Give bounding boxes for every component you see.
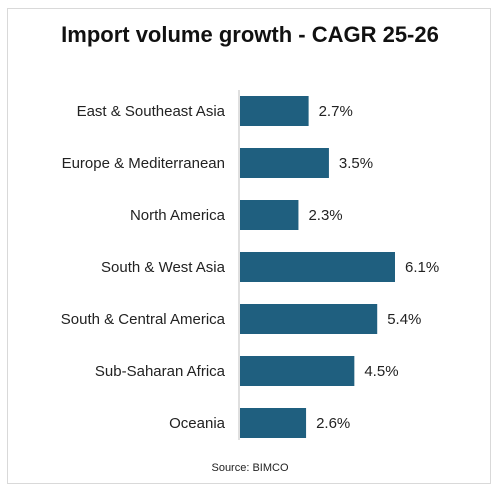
value-label: 2.6%	[316, 415, 350, 432]
bar	[240, 252, 395, 282]
category-label: Europe & Mediterranean	[62, 155, 225, 172]
bar	[240, 200, 299, 230]
chart-title: Import volume growth - CAGR 25-26	[61, 22, 439, 47]
bar	[240, 356, 355, 386]
chart-frame	[7, 8, 491, 484]
value-label: 2.3%	[308, 207, 342, 224]
value-label: 4.5%	[364, 363, 398, 380]
category-label: South & Central America	[61, 311, 226, 328]
bar	[240, 96, 309, 126]
category-label: Sub-Saharan Africa	[95, 363, 226, 380]
value-label: 2.7%	[319, 103, 353, 120]
category-label: Oceania	[169, 415, 226, 432]
value-label: 5.4%	[387, 311, 421, 328]
category-label: South & West Asia	[101, 259, 226, 276]
bar	[240, 148, 329, 178]
category-label: North America	[130, 207, 226, 224]
value-label: 3.5%	[339, 155, 373, 172]
bar	[240, 408, 307, 438]
bar	[240, 304, 378, 334]
value-label: 6.1%	[405, 259, 439, 276]
category-label: East & Southeast Asia	[77, 103, 226, 120]
source-note: Source: BIMCO	[211, 462, 289, 474]
